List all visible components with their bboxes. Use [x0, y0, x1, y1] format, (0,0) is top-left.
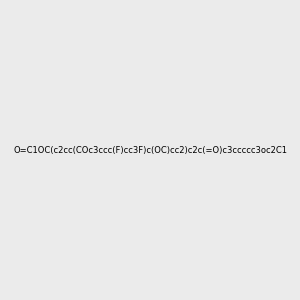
- Text: O=C1OC(c2cc(COc3ccc(F)cc3F)c(OC)cc2)c2c(=O)c3ccccc3oc2C1: O=C1OC(c2cc(COc3ccc(F)cc3F)c(OC)cc2)c2c(…: [13, 146, 287, 154]
